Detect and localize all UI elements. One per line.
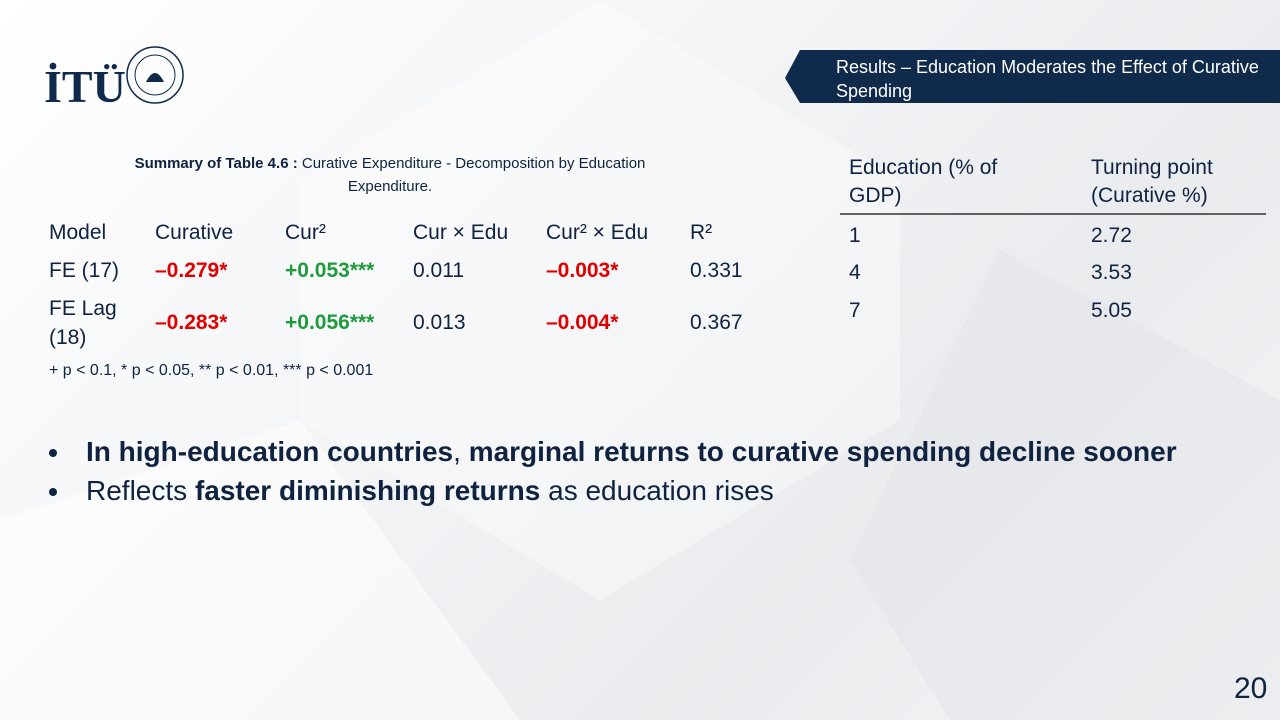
cell: –0.283* xyxy=(155,311,228,334)
cell: 0.013 xyxy=(413,311,466,334)
cell: 1 xyxy=(849,224,861,247)
bullet: Reflects faster diminishing returns as e… xyxy=(49,471,1239,510)
bullet: In high-education countries, marginal re… xyxy=(49,432,1239,471)
text: as education rises xyxy=(540,475,774,506)
cell: FE Lag (18) xyxy=(49,297,117,349)
bold-text: In high-education countries xyxy=(86,436,454,467)
col-header: Model xyxy=(49,221,107,244)
cell: 2.72 xyxy=(1091,224,1132,247)
cell: 7 xyxy=(849,299,861,322)
cell: 4 xyxy=(849,261,861,284)
col-header: Education (% of GDP) xyxy=(849,156,998,207)
cell: 5.05 xyxy=(1091,299,1132,322)
cell: +0.056*** xyxy=(285,311,375,334)
cell: –0.279* xyxy=(155,259,228,282)
text: Reflects xyxy=(86,475,195,506)
title-banner xyxy=(785,50,1280,103)
bullet-list: In high-education countries, marginal re… xyxy=(49,432,1239,510)
table-caption: Summary of Table 4.6 : Curative Expendit… xyxy=(110,152,670,198)
col-header: Cur × Edu xyxy=(413,221,509,244)
logo: İTÜ xyxy=(44,61,126,112)
col-header: Cur² xyxy=(285,221,326,244)
cell: 0.367 xyxy=(690,311,743,334)
cell: 0.011 xyxy=(413,259,464,282)
caption-bold: Summary of Table 4.6 : xyxy=(134,155,298,172)
bold-text: marginal returns to curative spending de… xyxy=(468,436,1177,467)
cell: –0.003* xyxy=(546,259,619,282)
cell: +0.053*** xyxy=(285,259,375,282)
col-header: R² xyxy=(690,221,713,244)
caption-text: Curative Expenditure - Decomposition by … xyxy=(301,155,646,195)
col-header: Turning point (Curative %) xyxy=(1091,156,1213,207)
table-note: + p < 0.1, * p < 0.05, ** p < 0.01, *** … xyxy=(49,362,374,379)
col-header: Cur² × Edu xyxy=(546,221,649,244)
cell: 0.331 xyxy=(690,259,743,282)
page-number: 20 xyxy=(1234,672,1268,705)
cell: 3.53 xyxy=(1091,261,1132,284)
seal xyxy=(126,46,184,104)
cell: –0.004* xyxy=(546,311,619,334)
text: , xyxy=(453,436,469,467)
slide-title: Results – Education Moderates the Effect… xyxy=(836,57,1259,101)
bold-text: faster diminishing returns xyxy=(194,475,541,506)
cell: FE (17) xyxy=(49,259,120,282)
col-header: Curative xyxy=(155,221,234,244)
